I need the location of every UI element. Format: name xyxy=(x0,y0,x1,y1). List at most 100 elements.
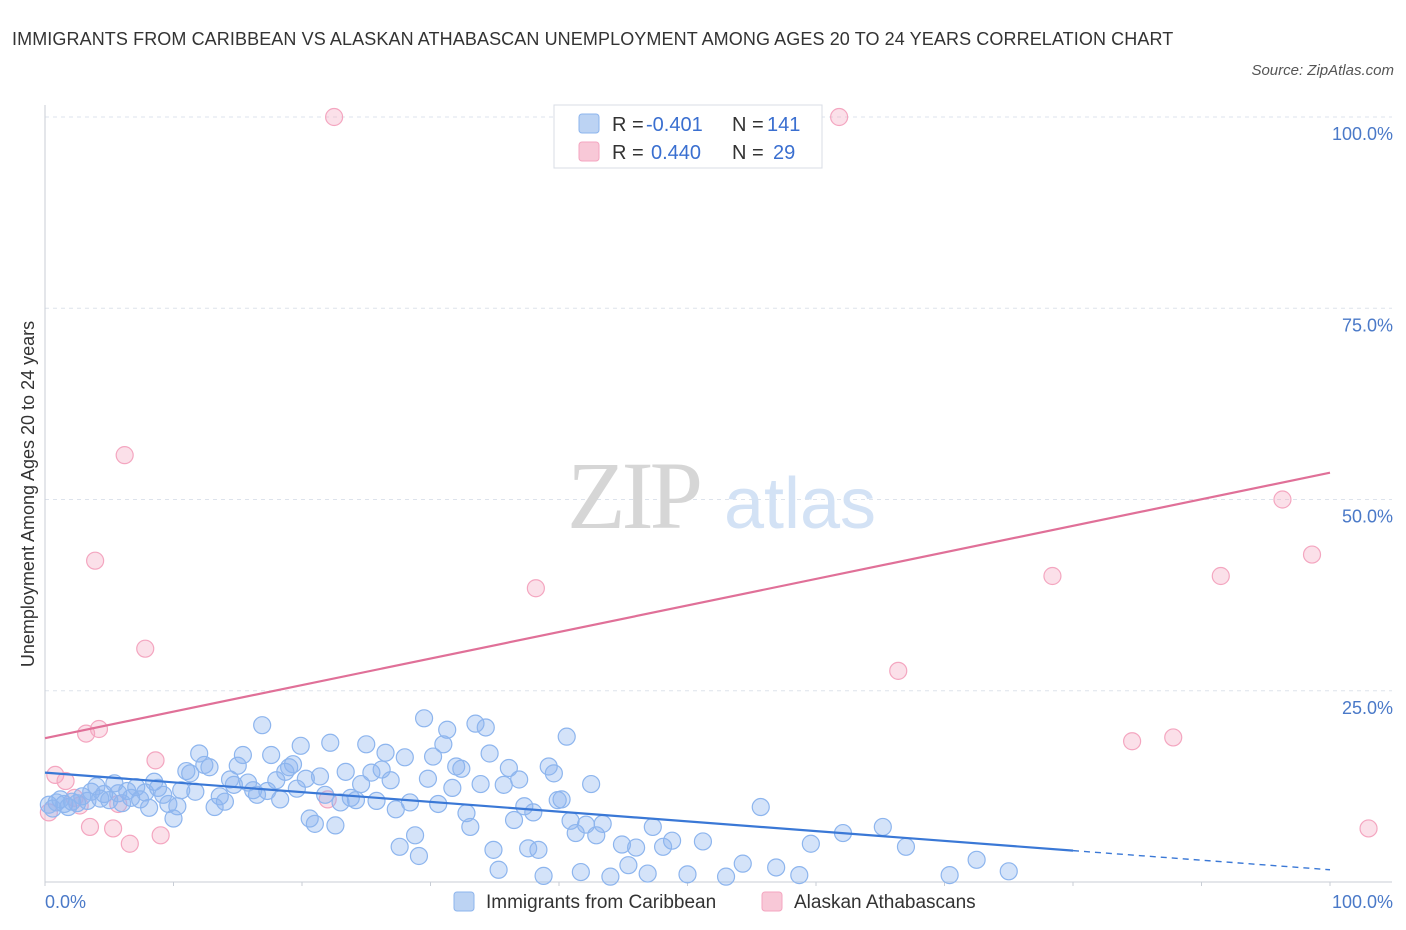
point-caribbean-131 xyxy=(751,797,770,817)
point-caribbean-26 xyxy=(154,785,173,804)
point-caribbean-140 xyxy=(999,862,1018,881)
point-caribbean-132 xyxy=(767,858,786,877)
point-caribbean-94 xyxy=(476,718,495,737)
point-caribbean-63 xyxy=(326,816,345,835)
point-athabascan-2 xyxy=(56,771,75,791)
point-caribbean-130 xyxy=(733,854,752,873)
point-caribbean-82 xyxy=(418,769,438,788)
point-caribbean-49 xyxy=(262,745,281,765)
point-caribbean-95 xyxy=(480,744,499,763)
point-athabascan-7 xyxy=(86,551,105,570)
point-athabascan-15 xyxy=(151,826,170,845)
trend-line-caribbean xyxy=(44,771,1074,852)
series-legend: Immigrants from Caribbean Alaskan Athaba… xyxy=(453,891,976,913)
stats-r-label-pink: R = xyxy=(612,142,644,164)
stats-legend-swatch-pink xyxy=(578,141,600,162)
trend-line-caribbean-extension xyxy=(1072,849,1331,871)
trend-line-athabascan xyxy=(44,471,1331,740)
series-legend-swatch-blue xyxy=(453,891,475,912)
source-credit: Source: ZipAtlas.com xyxy=(1251,62,1394,79)
point-caribbean-127 xyxy=(678,865,697,884)
point-caribbean-85 xyxy=(434,735,453,754)
point-caribbean-74 xyxy=(381,771,400,790)
point-athabascan-26 xyxy=(1302,545,1322,564)
x-tick-labels: 0.0% 100.0% xyxy=(45,892,1393,912)
point-caribbean-121 xyxy=(619,856,638,875)
point-caribbean-125 xyxy=(653,837,673,856)
point-athabascan-21 xyxy=(1043,566,1062,586)
point-caribbean-77 xyxy=(395,748,414,767)
point-caribbean-56 xyxy=(291,736,310,755)
watermark-atlas: atlas xyxy=(724,464,876,544)
point-caribbean-70 xyxy=(362,763,381,782)
point-athabascan-6 xyxy=(80,817,100,837)
point-caribbean-62 xyxy=(321,733,340,752)
point-caribbean-76 xyxy=(390,837,409,856)
point-caribbean-104 xyxy=(524,803,543,822)
point-athabascan-18 xyxy=(526,579,545,598)
trend-lines xyxy=(44,471,1331,871)
point-caribbean-97 xyxy=(489,860,508,879)
point-caribbean-87 xyxy=(443,778,462,798)
stats-r-label-blue: R = xyxy=(612,114,644,136)
point-caribbean-33 xyxy=(186,782,205,801)
point-caribbean-57 xyxy=(296,769,315,788)
point-caribbean-59 xyxy=(305,814,324,833)
point-caribbean-100 xyxy=(504,810,524,830)
point-caribbean-81 xyxy=(414,709,434,728)
point-caribbean-128 xyxy=(693,832,713,851)
point-caribbean-102 xyxy=(515,797,534,816)
point-caribbean-93 xyxy=(471,774,490,794)
y-axis-label: Unemployment Among Ages 20 to 24 years xyxy=(18,321,38,667)
series-legend-swatch-pink xyxy=(761,891,783,912)
point-caribbean-71 xyxy=(367,791,386,811)
y-tick-label-1: 50.0% xyxy=(1342,507,1393,527)
stats-r-value-pink: 0.440 xyxy=(651,142,701,164)
y-tick-label-3: 100.0% xyxy=(1332,124,1393,144)
stats-n-label-blue: N = xyxy=(732,114,764,136)
point-caribbean-119 xyxy=(601,867,620,886)
y-tick-label-0: 25.0% xyxy=(1342,698,1393,718)
point-caribbean-108 xyxy=(544,764,563,783)
point-athabascan-17 xyxy=(325,107,344,127)
point-caribbean-39 xyxy=(215,792,234,811)
point-caribbean-129 xyxy=(716,867,736,886)
series-legend-label-pink: Alaskan Athabascans xyxy=(794,892,976,913)
point-caribbean-43 xyxy=(233,745,252,765)
point-caribbean-89 xyxy=(452,759,471,778)
point-caribbean-118 xyxy=(593,814,612,833)
point-caribbean-73 xyxy=(376,743,395,762)
point-caribbean-65 xyxy=(336,762,355,781)
point-caribbean-42 xyxy=(228,756,247,775)
stats-r-value-blue: -0.401 xyxy=(646,114,703,136)
point-athabascan-22 xyxy=(1123,732,1142,751)
point-caribbean-30 xyxy=(172,781,191,800)
point-athabascan-12 xyxy=(120,834,139,853)
point-caribbean-46 xyxy=(247,785,267,804)
point-caribbean-80 xyxy=(409,846,429,866)
point-athabascan-9 xyxy=(104,819,123,838)
y-tick-label-2: 75.0% xyxy=(1342,315,1393,335)
point-caribbean-117 xyxy=(587,826,606,845)
point-caribbean-37 xyxy=(205,797,224,817)
point-caribbean-139 xyxy=(967,850,986,869)
point-caribbean-19 xyxy=(121,788,141,807)
point-caribbean-38 xyxy=(210,787,229,806)
point-caribbean-137 xyxy=(896,837,916,856)
point-caribbean-51 xyxy=(271,790,290,809)
point-caribbean-98 xyxy=(494,775,513,794)
point-caribbean-99 xyxy=(499,758,518,778)
stats-legend-swatch-blue xyxy=(578,113,600,134)
x-tick-label-max: 100.0% xyxy=(1332,892,1393,912)
point-caribbean-36 xyxy=(200,758,219,777)
point-caribbean-79 xyxy=(405,826,425,845)
blue-points xyxy=(39,709,1018,886)
point-caribbean-83 xyxy=(423,747,443,766)
x-tick-label-min: 0.0% xyxy=(45,892,86,912)
stats-legend: R = -0.401 N = 141 R = 0.440 N = 29 xyxy=(553,104,823,169)
point-caribbean-105 xyxy=(529,840,548,859)
point-caribbean-29 xyxy=(168,797,187,816)
point-caribbean-123 xyxy=(638,864,657,883)
point-athabascan-11 xyxy=(115,446,134,465)
